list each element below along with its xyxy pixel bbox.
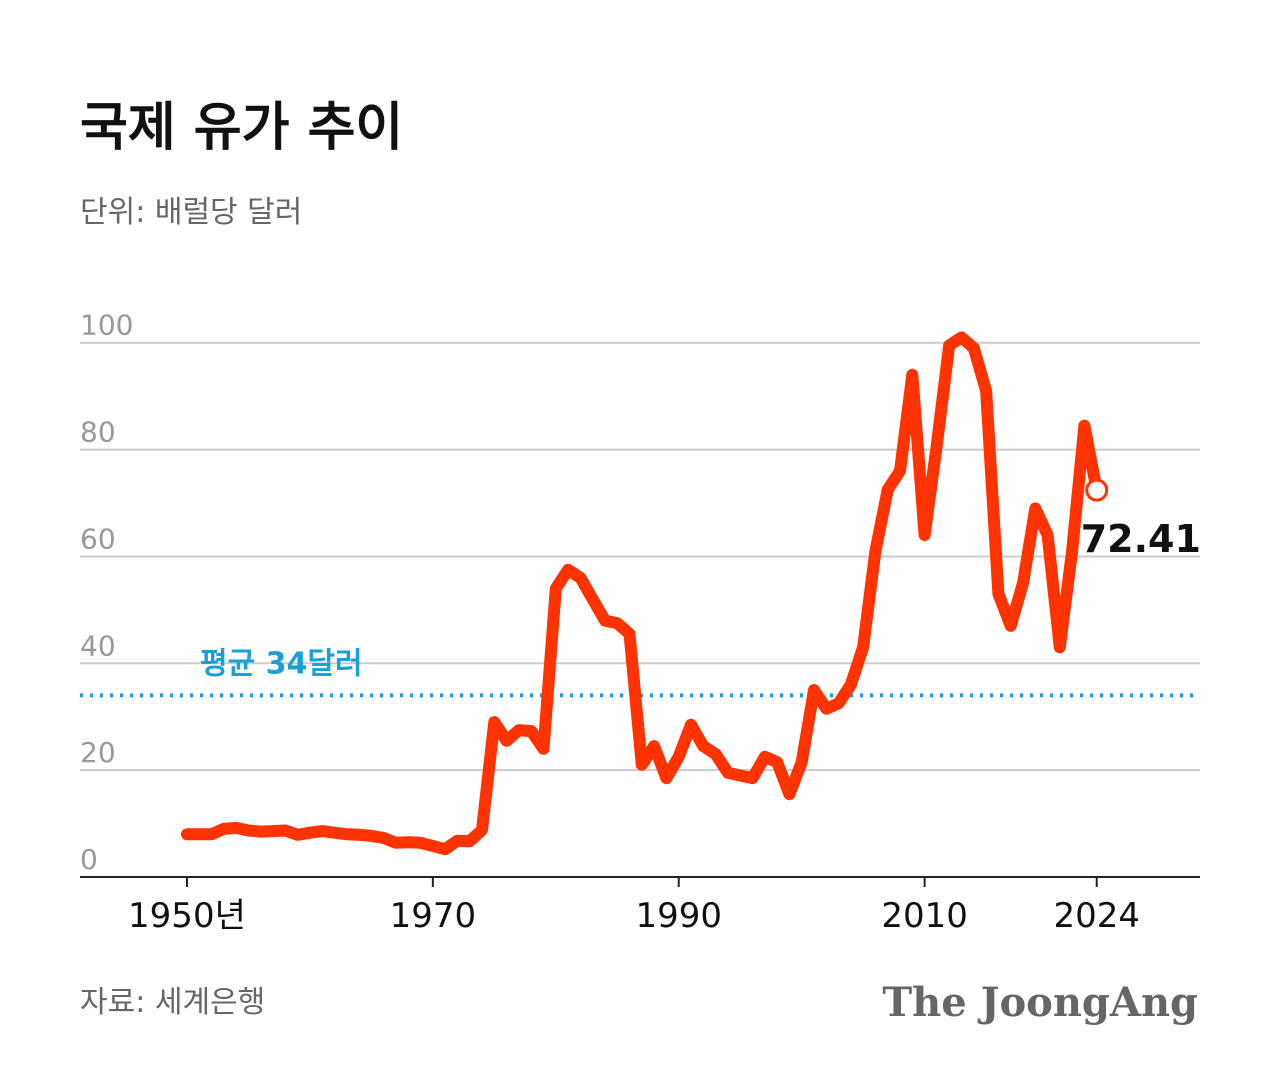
data-line [181, 331, 1103, 856]
y-tick-label: 100 [80, 309, 133, 342]
y-tick-label: 80 [80, 416, 116, 449]
x-tick-label: 2024 [1053, 896, 1140, 936]
y-tick-label: 20 [80, 736, 116, 769]
x-tick-label: 1990 [635, 896, 722, 936]
y-tick-label: 0 [80, 843, 98, 876]
chart-subtitle: 단위: 배럴당 달러 [80, 195, 302, 230]
brand-logo: The JoongAng [882, 979, 1198, 1026]
average-label: 평균 34달러 [200, 646, 363, 681]
source: 자료: 세계은행 [80, 985, 265, 1020]
x-tick-label: 1950년 [128, 896, 246, 936]
y-tick-label: 60 [80, 522, 116, 555]
chart-title: 국제 유가 추이 [80, 98, 403, 158]
last-value-label: 72.41 [1081, 517, 1201, 561]
y-tick-label: 40 [80, 629, 116, 662]
x-tick-label: 2010 [881, 896, 968, 936]
x-tick-label: 1970 [390, 896, 477, 936]
last-point [1085, 478, 1109, 502]
